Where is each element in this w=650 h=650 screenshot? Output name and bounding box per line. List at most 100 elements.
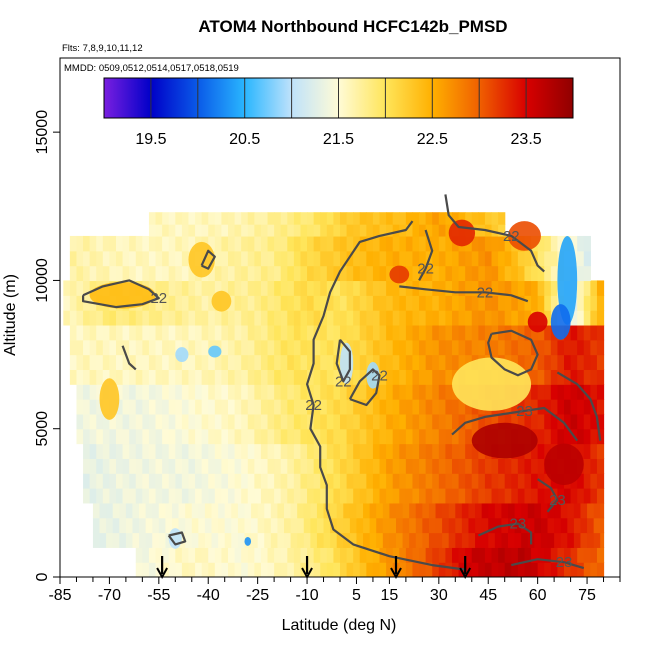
heatmap-cell	[544, 443, 552, 459]
heatmap-cell	[247, 310, 255, 326]
y-axis-label: Altitude (m)	[2, 274, 19, 356]
heatmap-cell	[442, 532, 450, 548]
heatmap-cell	[560, 517, 568, 534]
heatmap-cell	[267, 458, 275, 474]
heatmap-cell	[392, 413, 400, 430]
contour-line	[451, 406, 579, 442]
heatmap-cell	[333, 384, 341, 400]
heatmap-cell	[284, 502, 292, 519]
heatmap-cell	[69, 354, 78, 370]
heatmap-cell	[517, 488, 526, 504]
heatmap-cell	[247, 250, 255, 267]
heatmap-cell	[517, 339, 526, 356]
heatmap-cell	[228, 212, 236, 225]
heatmap-cell	[412, 547, 420, 563]
heatmap-cell	[372, 212, 381, 225]
heatmap-cell	[379, 235, 387, 252]
heatmap-cell	[326, 443, 335, 459]
heatmap-cell	[405, 369, 414, 385]
heatmap-cell	[504, 473, 512, 489]
heatmap-cell	[419, 458, 427, 474]
heatmap-cell	[537, 384, 545, 400]
heatmap-cell	[498, 265, 506, 282]
heatmap-cell	[168, 399, 176, 415]
heatmap-cell	[478, 488, 486, 504]
heatmap-cell	[260, 384, 269, 400]
heatmap-cell	[415, 502, 423, 519]
heatmap-cell	[564, 428, 572, 445]
heatmap-cell	[353, 428, 361, 445]
heatmap-cell	[412, 473, 420, 489]
heatmap-cell	[181, 212, 190, 225]
heatmap-cell	[63, 280, 71, 296]
heatmap-cell	[471, 280, 479, 296]
heatmap-cell	[241, 324, 249, 341]
heatmap-cell	[221, 280, 229, 296]
heatmap-cell	[162, 339, 170, 356]
heatmap-cell	[432, 324, 440, 341]
contour-line	[306, 220, 466, 571]
heatmap-cell	[445, 384, 453, 400]
heatmap-cell	[369, 532, 377, 548]
heatmap-cell	[544, 235, 552, 252]
heatmap-cell	[537, 458, 545, 474]
heatmap-cell	[221, 458, 229, 474]
heatmap-cell	[491, 280, 499, 296]
heatmap-cell	[129, 235, 137, 252]
heatmap-cell	[333, 443, 341, 459]
heatmap-cell	[228, 224, 236, 237]
heatmap-cell	[366, 488, 374, 504]
heatmap-cell	[168, 354, 176, 370]
heatmap-cell	[175, 235, 183, 252]
heatmap-cell	[333, 339, 341, 356]
heatmap-cell	[419, 473, 427, 489]
profile-arrows	[156, 556, 472, 580]
heatmap-cell	[307, 369, 315, 385]
heatmap-cell	[537, 443, 545, 459]
heatmap-cell	[234, 443, 242, 459]
heatmap-cell	[247, 339, 255, 356]
heatmap-cell	[392, 310, 400, 326]
heatmap-cell	[168, 224, 176, 237]
heatmap-cell	[267, 339, 275, 356]
heatmap-cell	[181, 339, 190, 356]
heatmap-cell	[168, 339, 176, 356]
heatmap-cell	[274, 224, 282, 237]
heatmap-cell	[155, 488, 163, 504]
heatmap-cell	[432, 250, 440, 267]
heatmap-cell	[359, 235, 367, 252]
heatmap-cell	[142, 488, 150, 504]
heatmap-cell	[287, 235, 295, 252]
heatmap-cell	[181, 369, 190, 385]
heatmap-cell	[537, 324, 545, 341]
heatmap-cell	[122, 458, 130, 474]
heatmap-cell	[116, 339, 124, 356]
heatmap-cell	[577, 428, 585, 445]
heatmap-cell	[517, 250, 526, 267]
heatmap-cell	[366, 458, 374, 474]
heatmap-cell	[112, 532, 120, 548]
heatmap-cell	[458, 473, 466, 489]
heatmap-cell	[129, 428, 137, 445]
heatmap-cell	[293, 458, 302, 474]
heatmap-cell	[392, 443, 400, 459]
heatmap-cell	[488, 502, 496, 519]
heatmap-cell	[274, 295, 282, 311]
heatmap-cell	[148, 413, 157, 430]
heatmap-cell	[445, 369, 453, 385]
heatmap-cell	[517, 310, 526, 326]
heatmap-cell	[498, 473, 506, 489]
heatmap-cell	[557, 339, 565, 356]
heatmap-cell	[544, 280, 552, 296]
heatmap-cell	[102, 473, 111, 489]
heatmap-cell	[155, 354, 163, 370]
heatmap-cell	[445, 265, 453, 282]
heatmap-cell	[366, 235, 374, 252]
heatmap-cell	[379, 369, 387, 385]
x-axis-label: Latitude (deg N)	[282, 617, 397, 634]
heatmap-cell	[524, 473, 532, 489]
heatmap-cell	[224, 517, 232, 534]
contour-line	[167, 531, 187, 546]
heatmap-cell	[379, 458, 387, 474]
heatmap-cell	[237, 502, 246, 519]
